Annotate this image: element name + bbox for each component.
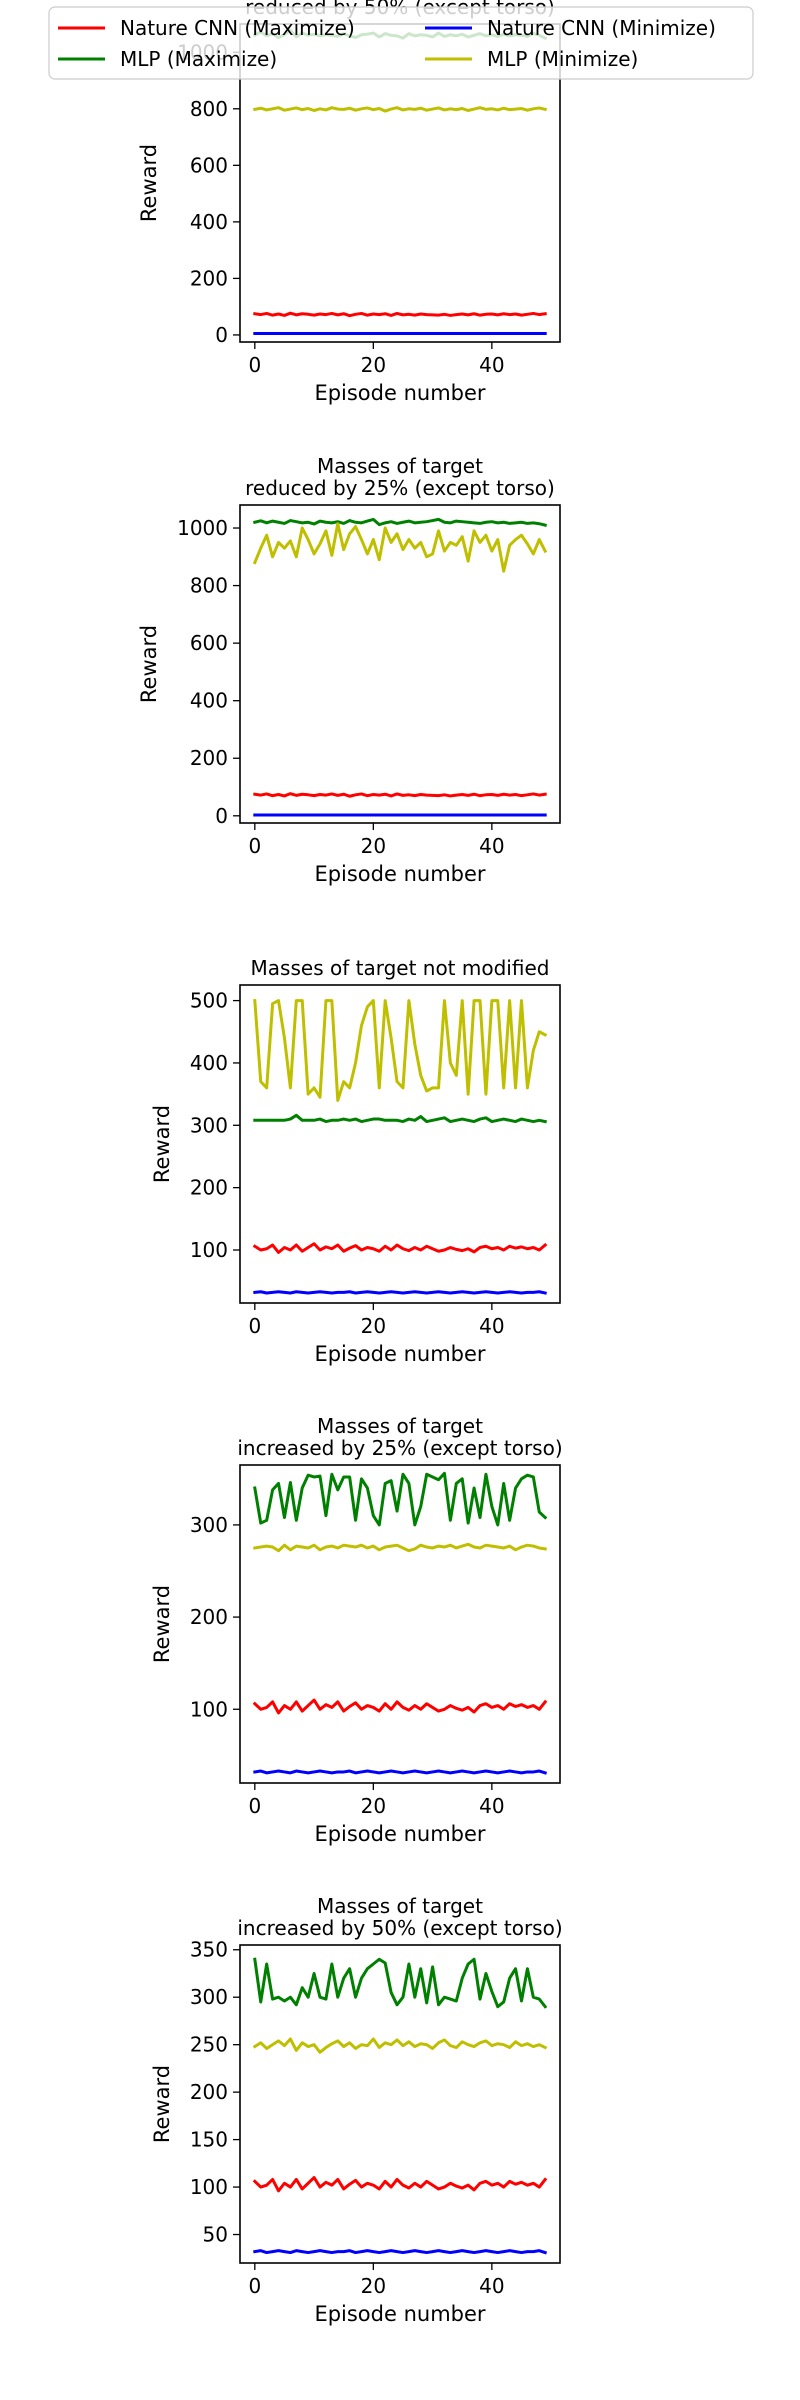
series-group (252, 517, 548, 817)
y-axis-label: Reward (150, 1105, 174, 1183)
chart-title-line: Masses of target (317, 1414, 483, 1438)
y-tick-label: 600 (190, 153, 228, 177)
x-tick-label: 0 (248, 834, 261, 858)
x-tick-label: 20 (361, 1794, 386, 1818)
chart-panel-4: 0 20 40 100 200 300 Episode number Reward Masses… (150, 1414, 563, 1846)
series-line-nature-cnn-maximize (252, 2176, 548, 2193)
y-axis-label: Reward (150, 1585, 174, 1663)
y-tick-label: 400 (190, 210, 228, 234)
x-tick-label: 0 (248, 353, 261, 377)
series-line-mlp-minimize (253, 998, 548, 1102)
series-line-mlp-minimize (253, 1542, 547, 1553)
legend-item: MLP (Minimize) (425, 47, 638, 71)
y-tick-label: 0 (215, 804, 228, 828)
x-axis-label: Episode number (314, 2302, 485, 2326)
y-tick-label: 200 (190, 1176, 228, 1200)
x-tick-label: 0 (248, 2274, 261, 2298)
x-tick-label: 40 (479, 1794, 504, 1818)
y-tick-label: 800 (190, 97, 228, 121)
series-group (252, 1471, 548, 1775)
legend-label: MLP (Minimize) (487, 47, 638, 71)
y-axis-label: Reward (137, 144, 161, 222)
series-line-nature-cnn-maximize (252, 1242, 548, 1254)
y-tick-label: 800 (190, 574, 228, 598)
legend-label: Nature CNN (Minimize) (487, 16, 716, 40)
x-tick-label: 0 (248, 1314, 261, 1338)
y-tick-label: 200 (190, 746, 228, 770)
x-tick-label: 40 (479, 2274, 504, 2298)
y-axis-label: Reward (150, 2065, 174, 2143)
series-line-mlp-minimize (253, 106, 547, 113)
series-line-nature-cnn-maximize (253, 792, 547, 798)
chart-panel-3: 0 20 40 100 200 300 400 500 Episode number Reward… (150, 956, 561, 1366)
y-tick-label: 600 (190, 631, 228, 655)
x-tick-label: 0 (248, 1794, 261, 1818)
legend: Nature CNN (Maximize) MLP (Maximize) Natur… (48, 6, 754, 80)
y-axis-label: Reward (137, 625, 161, 703)
y-tick-label: 250 (190, 2033, 228, 2057)
series-line-mlp-minimize (252, 522, 548, 573)
chart-title-line: Masses of target not modified (251, 956, 550, 980)
legend-label: Nature CNN (Maximize) (120, 16, 355, 40)
series-line-mlp-minimize (252, 2037, 548, 2054)
y-tick-label: 300 (190, 1113, 228, 1137)
chart-title-line: increased by 25% (except torso) (237, 1436, 562, 1460)
series-line-nature-cnn-minimize (253, 2249, 548, 2255)
plot-frame (239, 1944, 561, 2264)
series-line-nature-cnn-minimize (253, 1290, 547, 1295)
legend-item: Nature CNN (Maximize) (58, 16, 355, 40)
x-tick-label: 20 (361, 353, 386, 377)
x-axis-label: Episode number (314, 1822, 485, 1846)
y-tick-label: 200 (190, 2080, 228, 2104)
x-axis-label: Episode number (314, 1342, 485, 1366)
x-tick-label: 40 (479, 834, 504, 858)
x-axis-label: Episode number (314, 862, 485, 886)
x-tick-label: 40 (479, 1314, 504, 1338)
y-tick-label: 100 (190, 2175, 228, 2199)
legend-item: MLP (Maximize) (58, 47, 277, 71)
y-tick-label: 0 (215, 323, 228, 347)
x-axis-label: Episode number (314, 381, 485, 405)
series-line-mlp-maximize (253, 1471, 548, 1527)
y-tick-label: 350 (190, 1938, 228, 1962)
plot-frame (239, 504, 561, 824)
legend-item: Nature CNN (Minimize) (425, 16, 716, 40)
chart-title-line: Masses of target (317, 454, 483, 478)
x-tick-label: 20 (361, 2274, 386, 2298)
chart-title-line: Masses of target (317, 1894, 483, 1918)
series-line-nature-cnn-maximize (252, 1698, 548, 1715)
y-tick-label: 500 (190, 989, 228, 1013)
x-tick-label: 40 (479, 353, 504, 377)
y-tick-label: 300 (190, 1513, 228, 1537)
y-tick-label: 200 (190, 266, 228, 290)
y-tick-label: 400 (190, 1051, 228, 1075)
plot-frame (239, 1464, 561, 1784)
y-tick-label: 200 (190, 1605, 228, 1629)
series-line-mlp-maximize (252, 517, 547, 527)
y-tick-label: 1000 (177, 516, 228, 540)
series-line-mlp-maximize (253, 1113, 547, 1124)
y-tick-label: 50 (203, 2223, 228, 2247)
y-tick-label: 100 (190, 1238, 228, 1262)
series-line-nature-cnn-maximize (253, 311, 547, 318)
series-line-mlp-maximize (253, 1957, 548, 2009)
chart-panel-5: 0 20 40 50 100 150 200 250 300 350 Episode number R… (150, 1894, 563, 2326)
chart-title-line: increased by 50% (except torso) (237, 1916, 562, 1940)
series-group (252, 998, 548, 1295)
chart-title-line: reduced by 25% (except torso) (245, 476, 555, 500)
series-line-nature-cnn-minimize (253, 1769, 548, 1775)
y-tick-label: 100 (190, 1697, 228, 1721)
legend-label: MLP (Maximize) (120, 47, 277, 71)
y-tick-label: 300 (190, 1985, 228, 2009)
y-tick-label: 400 (190, 689, 228, 713)
y-tick-label: 150 (190, 2128, 228, 2152)
x-tick-label: 20 (361, 1314, 386, 1338)
plot-frame (239, 984, 561, 1304)
series-group (252, 1957, 548, 2255)
x-tick-label: 20 (361, 834, 386, 858)
legend-box (48, 6, 754, 80)
